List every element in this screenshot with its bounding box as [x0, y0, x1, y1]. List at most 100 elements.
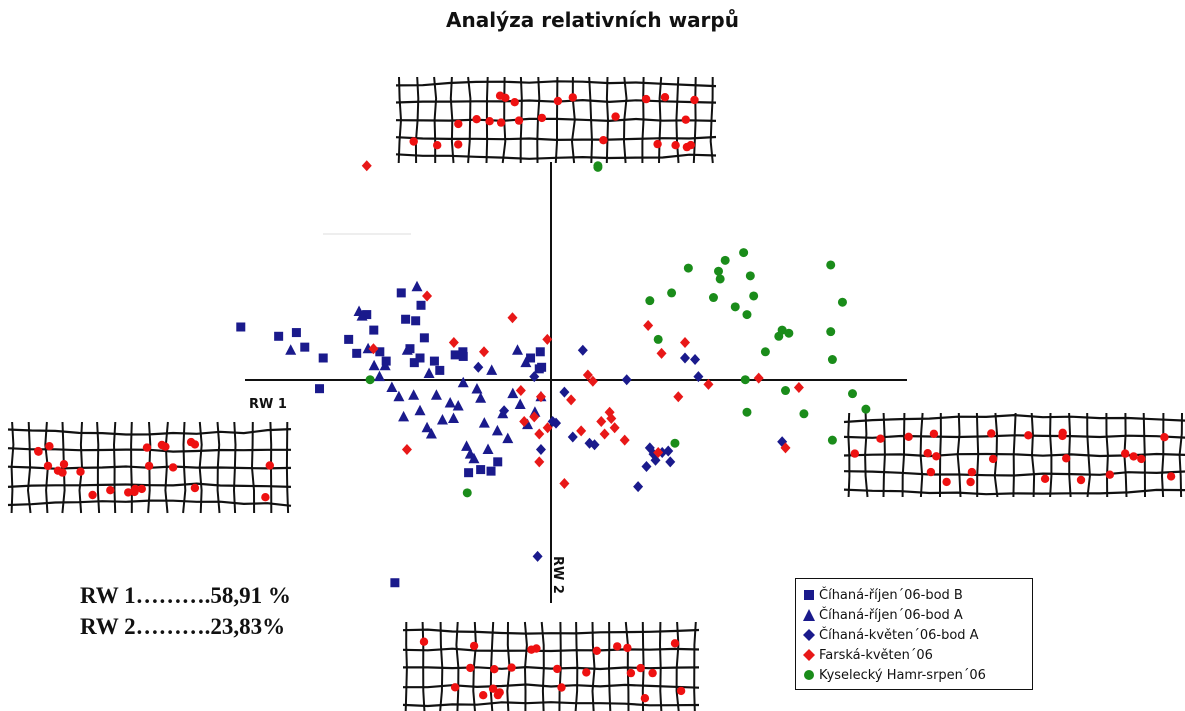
warp-line: [591, 621, 596, 711]
landmark-dot: [144, 461, 154, 471]
landmark-dot: [45, 442, 54, 451]
landmark-dot: [670, 639, 680, 648]
warp-line: [622, 76, 628, 164]
data-point-diamond: [589, 439, 600, 451]
landmark-dot: [660, 93, 670, 102]
landmark-dot: [640, 694, 650, 703]
warp-grid: [7, 421, 292, 514]
data-point-circle: [739, 248, 749, 258]
data-point-square: [476, 465, 486, 475]
data-point-circle: [799, 409, 809, 419]
warp-line: [182, 421, 187, 514]
landmark-dot: [34, 447, 43, 456]
landmark-dot: [454, 119, 463, 129]
warp-line: [588, 76, 594, 164]
landmark-dot: [599, 136, 608, 145]
landmark-dot: [1129, 452, 1138, 461]
warp-line: [78, 421, 84, 514]
data-point-diamond: [606, 412, 617, 424]
warp-line: [864, 412, 869, 498]
landmark-dot: [409, 137, 418, 146]
warp-line: [554, 76, 559, 164]
warp-line: [112, 421, 117, 514]
data-point-circle: [653, 334, 663, 344]
warp-line: [285, 421, 290, 514]
warp-line: [1105, 412, 1109, 498]
landmark-dot: [76, 467, 85, 476]
data-point-square: [416, 300, 426, 310]
data-point-triangle: [398, 410, 410, 422]
data-point-square: [458, 351, 468, 361]
data-point-diamond: [529, 371, 540, 383]
warp-line: [397, 76, 403, 164]
warp-line: [570, 76, 576, 164]
data-point-square: [537, 362, 547, 372]
warp-line: [1068, 412, 1072, 498]
data-point-triangle: [373, 370, 385, 382]
warp-line: [607, 621, 612, 711]
warp-line: [130, 421, 133, 514]
landmark-dot: [681, 115, 690, 124]
landmark-dot: [926, 467, 936, 477]
legend-label: Číhaná-říjen´06-bod A: [819, 607, 963, 623]
y-axis-label: RW 2: [550, 556, 565, 594]
data-point-square: [274, 331, 284, 341]
warp-line: [439, 621, 444, 711]
warp-line: [536, 76, 541, 164]
legend-square-icon: [804, 590, 814, 600]
data-point-triangle: [468, 452, 480, 464]
data-point-circle: [593, 162, 603, 172]
data-point-circle: [784, 328, 794, 338]
data-point-diamond: [422, 290, 433, 302]
data-point-diamond: [361, 160, 372, 172]
data-point-triangle: [379, 359, 391, 371]
landmark-dot: [53, 466, 63, 475]
data-point-circle: [848, 389, 857, 399]
legend-label: Kyselecký Hamr-srpen´06: [819, 667, 986, 683]
landmark-dot: [1166, 472, 1176, 481]
warp-line: [1160, 412, 1165, 498]
data-point-diamond: [656, 347, 667, 359]
landmark-dot: [419, 637, 429, 646]
data-point-diamond: [532, 550, 543, 562]
data-point-circle: [837, 297, 847, 307]
landmark-dot: [988, 454, 998, 464]
data-point-diamond: [479, 346, 489, 358]
data-point-square: [318, 353, 328, 363]
data-point-triangle: [368, 359, 380, 371]
data-point-triangle: [507, 387, 519, 399]
warp-line: [1012, 412, 1017, 498]
landmark-dot: [454, 140, 463, 149]
landmark-dot: [1040, 474, 1050, 483]
data-point-square: [352, 348, 362, 358]
warp-line: [455, 621, 460, 711]
data-point-diamond: [566, 394, 577, 406]
warp-line: [1086, 412, 1091, 498]
warp-line: [26, 421, 32, 514]
data-point-diamond: [619, 434, 630, 446]
landmark-dot: [265, 461, 274, 470]
data-point-square: [458, 347, 468, 357]
data-point-diamond: [542, 333, 553, 345]
landmark-dot: [479, 691, 488, 700]
data-point-diamond: [551, 417, 562, 429]
landmark-dot: [876, 434, 885, 443]
warp-line: [250, 421, 256, 514]
landmark-dot: [653, 139, 662, 149]
data-point-square: [405, 344, 415, 354]
landmark-dot: [1105, 470, 1115, 479]
data-point-triangle: [448, 412, 460, 423]
data-point-triangle: [461, 440, 473, 451]
data-point-square: [535, 347, 545, 357]
data-point-diamond: [401, 443, 412, 455]
warp-line: [882, 412, 886, 498]
data-point-triangle: [471, 382, 483, 394]
data-point-diamond: [653, 447, 664, 459]
data-point-square: [429, 356, 439, 366]
landmark-dot: [510, 98, 519, 107]
landmark-dot: [527, 645, 536, 654]
data-point-diamond: [703, 378, 714, 390]
landmark-dot: [623, 643, 632, 653]
landmark-dot: [124, 488, 133, 497]
landmark-dot: [1058, 428, 1067, 437]
